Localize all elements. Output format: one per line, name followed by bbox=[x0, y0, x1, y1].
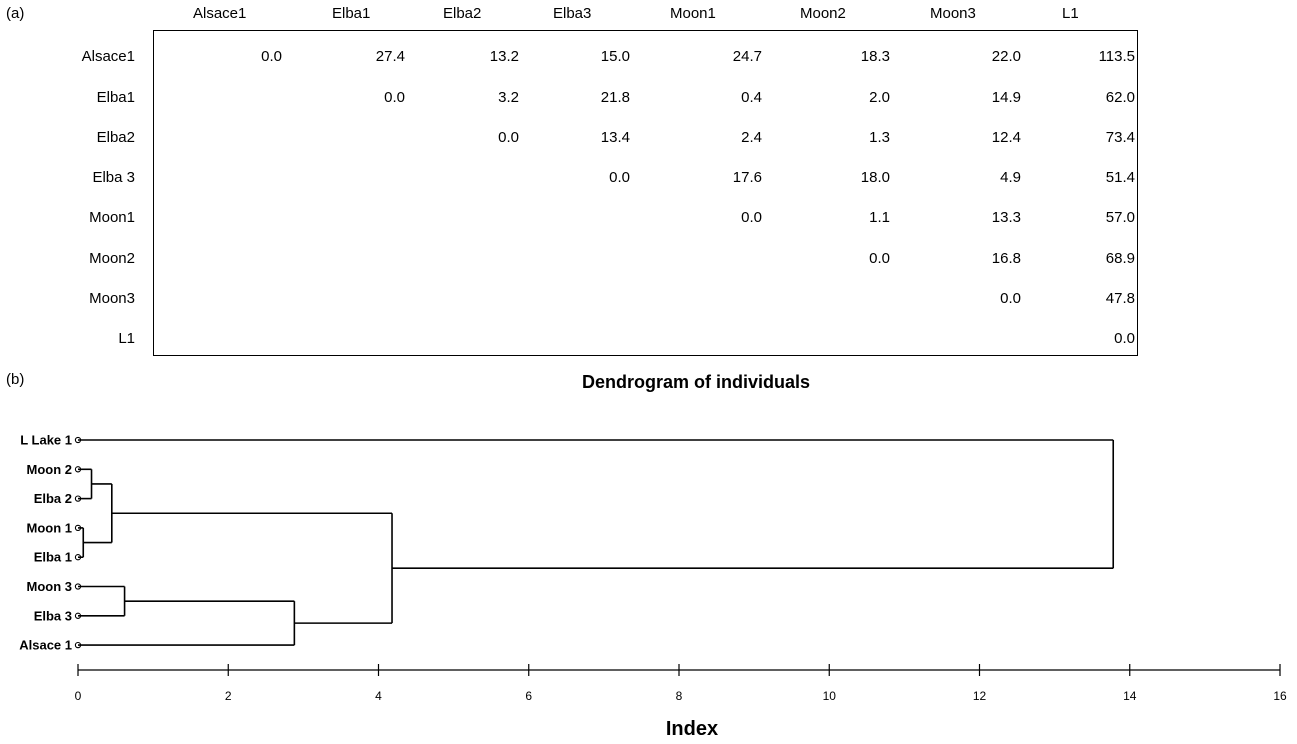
matrix-border bbox=[153, 30, 1138, 356]
x-tick-label: 16 bbox=[1273, 689, 1287, 703]
matrix-cell: 73.4 bbox=[1105, 129, 1135, 146]
matrix-row-header: Moon3 bbox=[89, 290, 135, 307]
x-tick-label: 6 bbox=[525, 689, 532, 703]
panel-b-label: (b) bbox=[6, 371, 25, 388]
matrix-cell: 3.2 bbox=[498, 89, 519, 106]
matrix-cell: 2.4 bbox=[741, 129, 762, 146]
matrix-cell: 17.6 bbox=[732, 169, 762, 186]
matrix-cell: 0.4 bbox=[741, 89, 762, 106]
x-tick-label: 4 bbox=[375, 689, 382, 703]
x-tick-label: 12 bbox=[973, 689, 987, 703]
matrix-col-header: Alsace1 bbox=[193, 5, 247, 22]
matrix-cell: 1.1 bbox=[869, 209, 890, 226]
matrix-cell: 0.0 bbox=[609, 169, 630, 186]
leaf-label: Elba 2 bbox=[34, 491, 72, 506]
matrix-cell: 27.4 bbox=[375, 48, 405, 65]
leaf-label: Elba 3 bbox=[34, 608, 72, 623]
x-tick-label: 14 bbox=[1123, 689, 1137, 703]
panel-a-label: (a) bbox=[6, 5, 25, 22]
matrix-row-header: Elba1 bbox=[96, 89, 135, 106]
matrix-col-header: L1 bbox=[1062, 5, 1079, 22]
chart-title: Dendrogram of individuals bbox=[582, 372, 810, 392]
matrix-cell: 21.8 bbox=[600, 89, 630, 106]
matrix-row-header: Alsace1 bbox=[81, 48, 135, 65]
matrix-cell: 15.0 bbox=[600, 48, 630, 65]
matrix-col-header: Elba3 bbox=[553, 5, 592, 22]
leaf-label: L Lake 1 bbox=[20, 433, 72, 448]
matrix-cell: 1.3 bbox=[869, 129, 890, 146]
matrix-cell: 2.0 bbox=[869, 89, 890, 106]
matrix-cell: 13.2 bbox=[489, 48, 519, 65]
matrix-col-header: Moon1 bbox=[670, 5, 716, 22]
matrix-cell: 0.0 bbox=[261, 48, 282, 65]
matrix-cell: 0.0 bbox=[1114, 330, 1135, 347]
matrix-col-header: Moon2 bbox=[800, 5, 846, 22]
matrix-cell: 62.0 bbox=[1105, 89, 1135, 106]
matrix-row-header: Elba2 bbox=[96, 129, 135, 146]
matrix-cell: 18.0 bbox=[860, 169, 890, 186]
matrix-cell: 0.0 bbox=[384, 89, 405, 106]
matrix-cell: 0.0 bbox=[869, 250, 890, 267]
matrix-cell: 4.9 bbox=[1000, 169, 1021, 186]
x-tick-label: 8 bbox=[676, 689, 683, 703]
matrix-cell: 14.9 bbox=[991, 89, 1021, 106]
leaf-label: Moon 3 bbox=[27, 579, 73, 594]
matrix-cell: 18.3 bbox=[860, 48, 890, 65]
matrix-cell: 16.8 bbox=[991, 250, 1021, 267]
matrix-cell: 12.4 bbox=[991, 129, 1021, 146]
leaf-label: Alsace 1 bbox=[19, 638, 72, 653]
matrix-row-header: Elba 3 bbox=[92, 169, 135, 186]
matrix-cell: 24.7 bbox=[732, 48, 762, 65]
leaf-label: Elba 1 bbox=[34, 550, 72, 565]
leaf-label: Moon 2 bbox=[27, 462, 73, 477]
matrix-cell: 22.0 bbox=[991, 48, 1021, 65]
matrix-cell: 0.0 bbox=[741, 209, 762, 226]
matrix-cell: 68.9 bbox=[1105, 250, 1135, 267]
x-tick-label: 2 bbox=[225, 689, 232, 703]
matrix-row-header: Moon2 bbox=[89, 250, 135, 267]
matrix-cell: 0.0 bbox=[1000, 290, 1021, 307]
matrix-cell: 51.4 bbox=[1105, 169, 1135, 186]
x-axis-title: Index bbox=[666, 718, 718, 740]
x-tick-label: 0 bbox=[75, 689, 82, 703]
matrix-cell: 13.3 bbox=[991, 209, 1021, 226]
x-tick-label: 10 bbox=[823, 689, 837, 703]
matrix-cell: 13.4 bbox=[600, 129, 630, 146]
matrix-cell: 47.8 bbox=[1105, 290, 1135, 307]
matrix-cell: 113.5 bbox=[1098, 48, 1135, 65]
matrix-row-header: Moon1 bbox=[89, 209, 135, 226]
matrix-col-header: Moon3 bbox=[930, 5, 976, 22]
matrix-col-header: Elba2 bbox=[443, 5, 482, 22]
leaf-label: Moon 1 bbox=[27, 520, 73, 535]
matrix-cell: 0.0 bbox=[498, 129, 519, 146]
matrix-col-header: Elba1 bbox=[332, 5, 371, 22]
matrix-cell: 57.0 bbox=[1105, 209, 1135, 226]
matrix-row-header: L1 bbox=[118, 330, 135, 347]
